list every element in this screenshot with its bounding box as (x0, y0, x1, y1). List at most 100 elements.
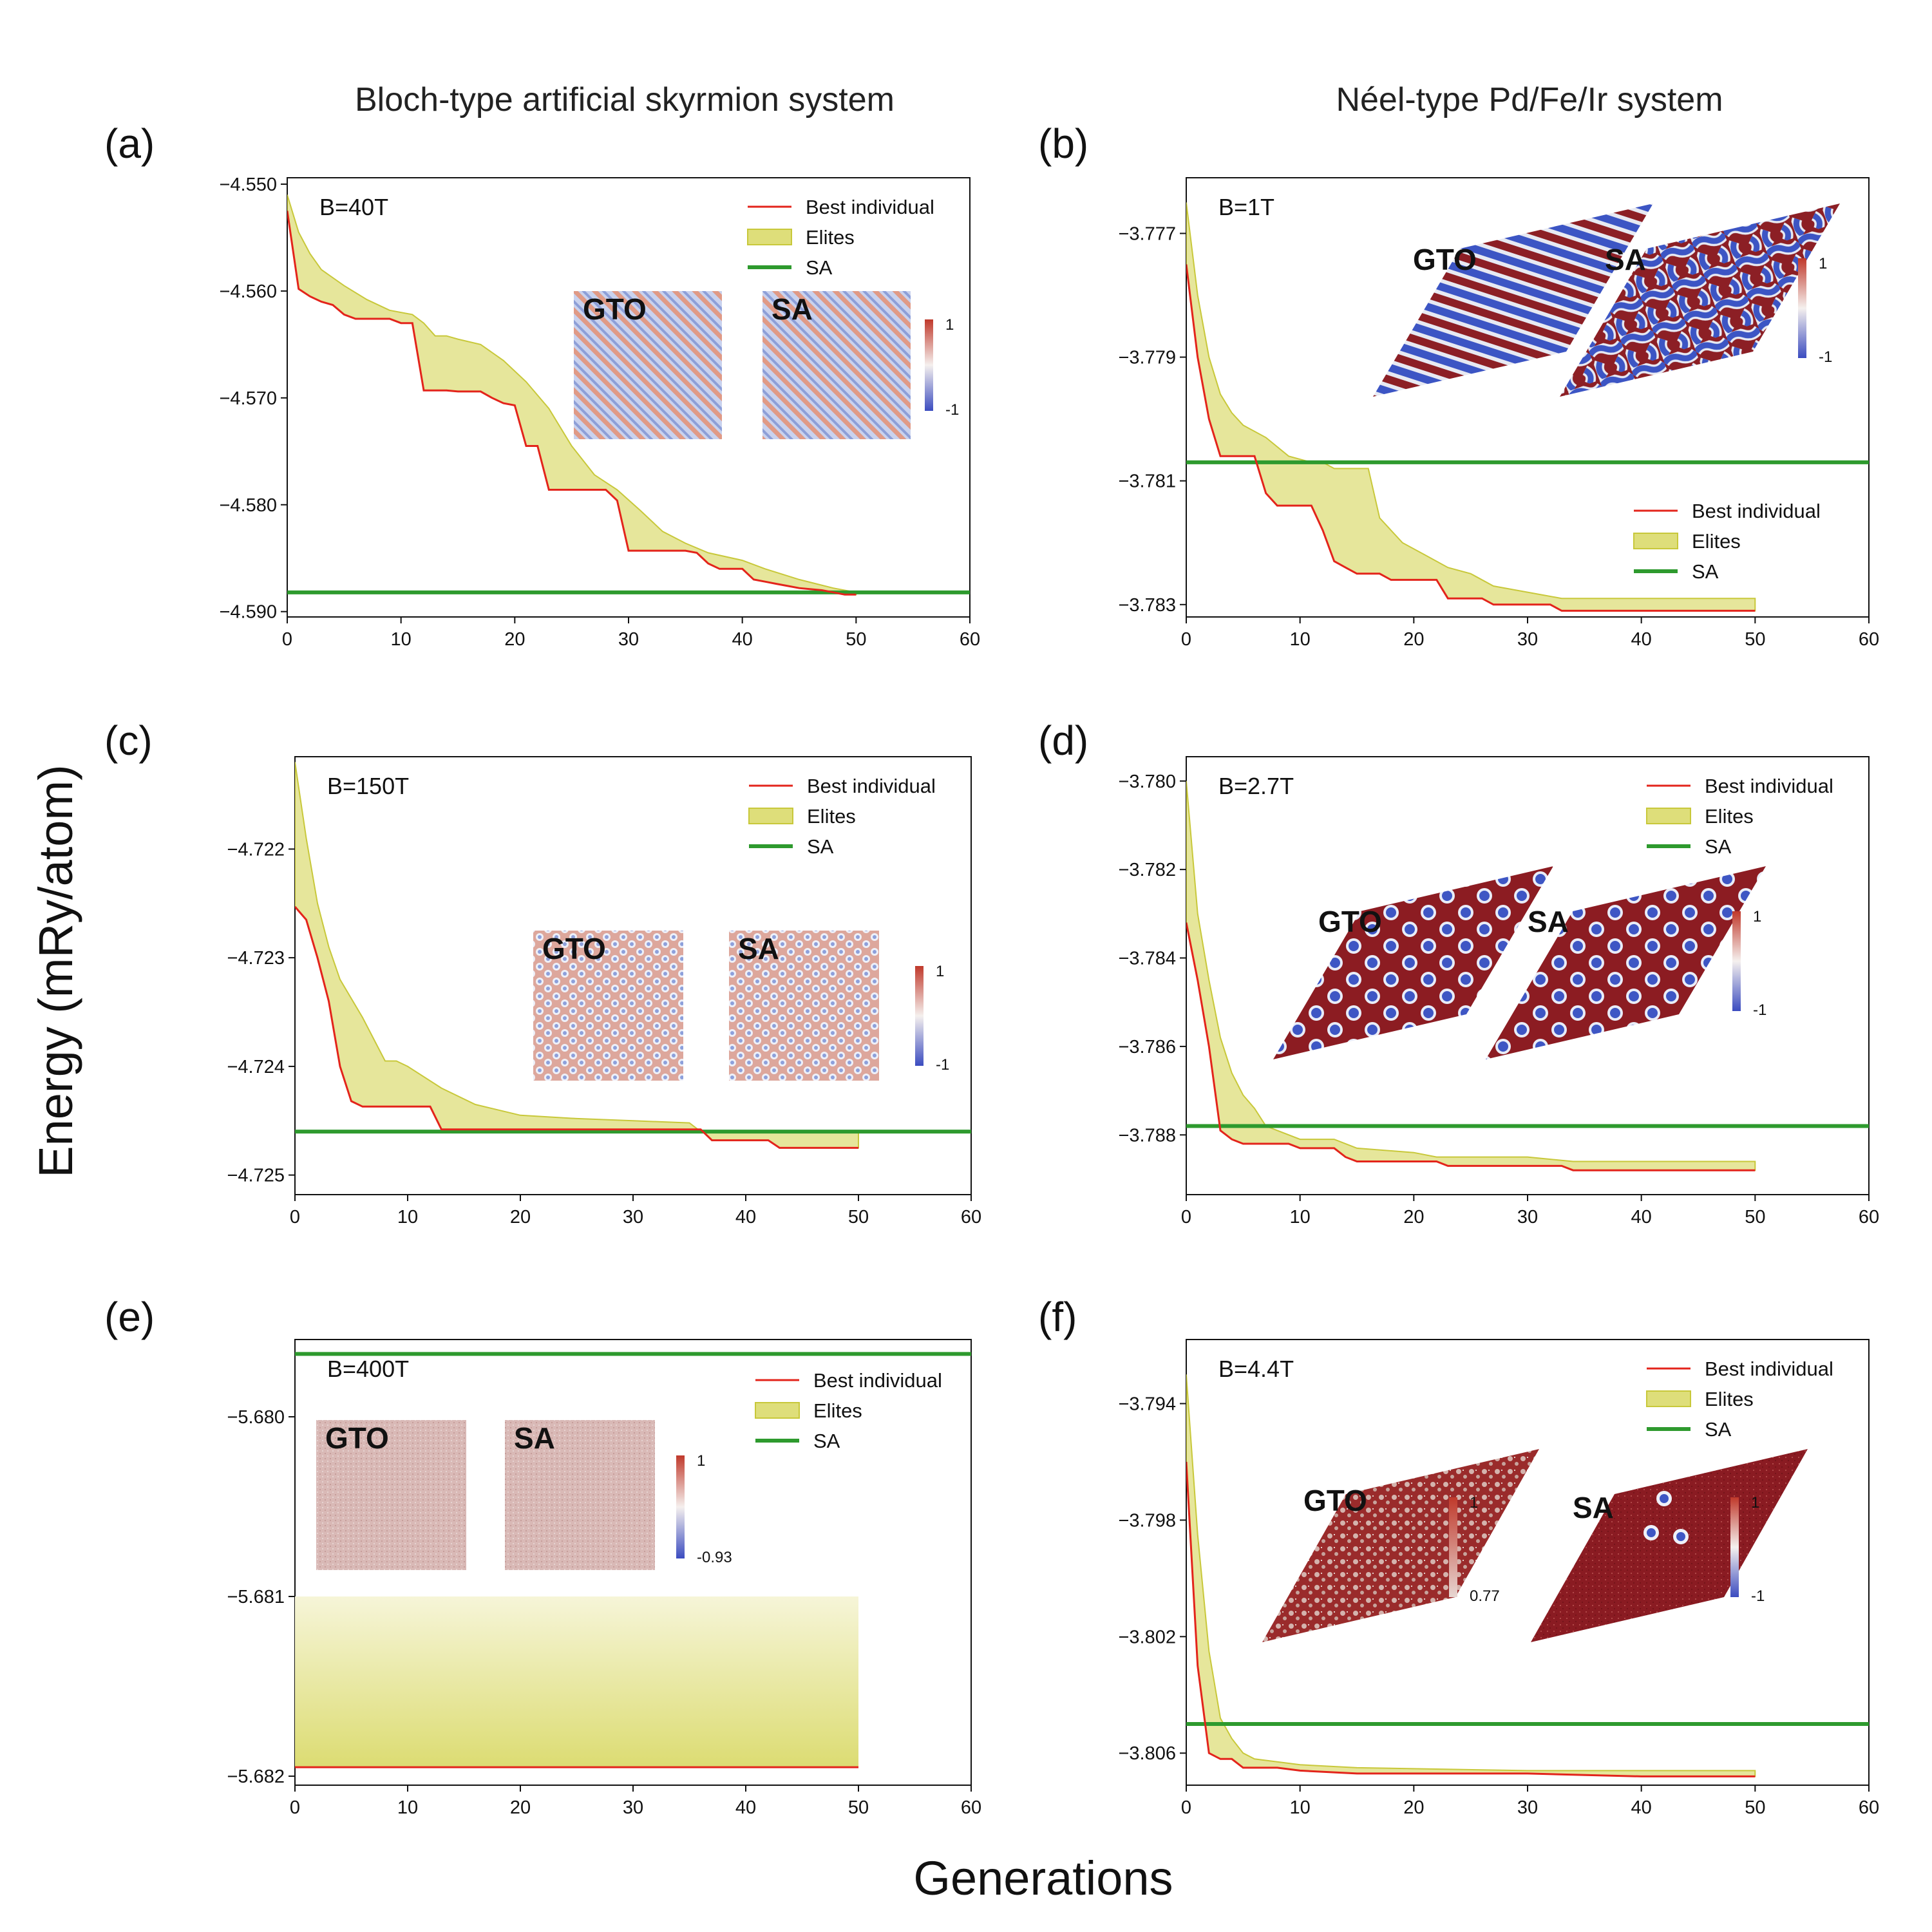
y-tick-label: −3.780 (1118, 772, 1176, 792)
field-label: B=400T (327, 1356, 409, 1382)
x-tick-label: 40 (1631, 629, 1652, 650)
legend: Best individual Elites SA (755, 1369, 942, 1452)
legend-best-label: Best individual (1692, 500, 1821, 522)
inset-label: SA (1573, 1491, 1614, 1524)
y-tick-label: −3.782 (1118, 860, 1176, 880)
y-tick-label: −4.725 (227, 1166, 285, 1186)
inset-group: GTO SA 1 -1 (1373, 204, 1840, 397)
spin-texture-image (762, 291, 911, 439)
y-tick-label: −5.681 (227, 1587, 285, 1607)
spin-texture-image (1262, 1449, 1539, 1642)
x-tick-label: 20 (1403, 1797, 1424, 1818)
x-tick-label: 30 (1517, 629, 1538, 650)
x-tick-label: 40 (735, 1207, 756, 1227)
y-tick-label: −3.788 (1118, 1125, 1176, 1146)
legend: Best individual Elites SA (1646, 1358, 1833, 1441)
y-axis-label: Energy (mRy/atom) (29, 764, 82, 1177)
plot-content (1186, 202, 1869, 612)
inset-label: SA (1605, 243, 1646, 276)
spin-texture-image (574, 291, 722, 439)
x-tick-label: 60 (961, 1797, 981, 1818)
colorbar-min-label: -1 (1751, 1587, 1765, 1605)
legend-elites-swatch (1646, 1390, 1691, 1407)
legend-elites-swatch (1633, 533, 1678, 549)
x-tick-label: 10 (397, 1207, 418, 1227)
legend-best-label: Best individual (807, 775, 936, 797)
x-tick-label: 10 (391, 629, 412, 650)
y-tick-label: −4.580 (219, 495, 277, 516)
inset-group: GTO SA 1 -0.93 (316, 1420, 732, 1570)
colorbar (1449, 1497, 1457, 1597)
panel-d: (d) 0 10 20 30 40 50 60 −3.780 −3.782 −3.784 −3.786… (1038, 717, 1879, 1227)
spin-texture-image (1486, 866, 1766, 1059)
legend-elites-label: Elites (1692, 530, 1741, 553)
legend-best-label: Best individual (1705, 1358, 1833, 1380)
colorbar-max-label: 1 (1751, 1494, 1759, 1511)
y-tick-label: −3.794 (1118, 1394, 1176, 1415)
legend: Best individual Elites SA (748, 775, 936, 858)
legend-elites-swatch (1646, 808, 1691, 824)
legend-best-label: Best individual (1705, 775, 1833, 797)
inset-label: SA (738, 932, 779, 965)
y-tick-label: −4.723 (227, 948, 285, 969)
inset-group: GTO SA 1 0.77 1 -1 (1262, 1449, 1808, 1642)
legend-elites-swatch (755, 1402, 800, 1419)
colorbar-min-label: -1 (945, 401, 959, 419)
panel-label: (c) (104, 717, 153, 764)
x-tick-label: 30 (1517, 1797, 1538, 1818)
colorbar-max-label: 1 (697, 1452, 705, 1470)
inset-label: SA (1528, 905, 1569, 938)
x-tick-label: 0 (1181, 629, 1191, 650)
panel-label: (e) (104, 1294, 155, 1340)
legend: Best individual Elites SA (1646, 775, 1833, 858)
best-individual-line (1186, 1461, 1756, 1777)
x-tick-label: 20 (1403, 1207, 1424, 1227)
skyrmion-core (1660, 1494, 1669, 1503)
field-label: B=2.7T (1218, 773, 1294, 799)
field-label: B=1T (1218, 194, 1274, 220)
inset-group: GTO SA 1 -1 (574, 291, 959, 439)
spin-texture-image (316, 1420, 466, 1570)
field-label: B=40T (319, 194, 388, 220)
plot-area (1186, 1339, 1870, 1786)
x-tick-label: 0 (282, 629, 292, 650)
x-tick-label: 50 (1745, 1207, 1765, 1227)
x-tick-label: 40 (735, 1797, 756, 1818)
plot-area (1186, 756, 1870, 1195)
colorbar (1730, 1497, 1739, 1597)
x-tick-label: 10 (1290, 1797, 1311, 1818)
panel-label: (a) (104, 120, 155, 167)
colorbar-min-label: -1 (936, 1056, 949, 1074)
skyrmion-core (1676, 1532, 1685, 1541)
colorbar-max-label: 1 (945, 316, 954, 334)
plot-content (1186, 1374, 1869, 1777)
colorbar-max-label: 1 (936, 963, 944, 980)
colorbar (915, 966, 923, 1066)
y-tick-label: −3.779 (1118, 348, 1176, 368)
x-tick-label: 10 (397, 1797, 418, 1818)
legend-sa-label: SA (1705, 1418, 1732, 1441)
y-tick-label: −3.783 (1118, 595, 1176, 616)
y-tick-label: −3.806 (1118, 1743, 1176, 1764)
best-individual-line (295, 905, 858, 1149)
legend: Best individual Elites SA (1633, 500, 1821, 583)
x-tick-label: 50 (1745, 629, 1765, 650)
legend-best-label: Best individual (806, 196, 934, 218)
y-tick-label: −5.680 (227, 1407, 285, 1428)
legend-sa-label: SA (806, 256, 833, 279)
x-tick-label: 50 (1745, 1797, 1765, 1818)
colorbar (925, 319, 933, 411)
spin-texture-image (533, 931, 683, 1081)
legend-elites-label: Elites (1705, 805, 1754, 828)
legend-elites-label: Elites (806, 226, 855, 249)
field-label: B=4.4T (1218, 1356, 1294, 1382)
best-individual-line (1186, 922, 1756, 1171)
panel-e: (e) 0 10 20 30 40 50 60 −5.680 −5.681 −5.682 B=400T… (104, 1294, 981, 1818)
y-tick-label: −4.722 (227, 839, 285, 860)
x-tick-label: 40 (732, 629, 753, 650)
legend-sa-label: SA (1705, 835, 1732, 858)
x-tick-label: 20 (504, 629, 525, 650)
x-tick-label: 20 (510, 1207, 531, 1227)
y-tick-label: −4.570 (219, 388, 277, 409)
inset-group: GTO SA 1 -1 (1273, 866, 1766, 1059)
